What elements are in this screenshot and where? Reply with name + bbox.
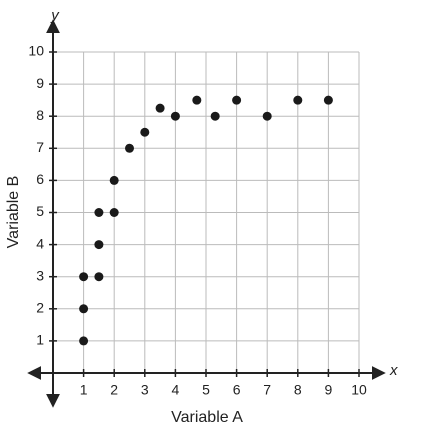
x-tick-label: 2 bbox=[110, 382, 118, 398]
x-tick-label: 10 bbox=[351, 382, 367, 398]
point bbox=[155, 103, 165, 113]
y-tick-label: 10 bbox=[28, 43, 44, 59]
y-tick-label: 1 bbox=[36, 332, 44, 348]
point bbox=[109, 208, 119, 217]
point bbox=[109, 175, 119, 185]
point bbox=[94, 272, 104, 282]
point bbox=[170, 111, 180, 121]
y-axis-label: Variable B bbox=[5, 176, 22, 249]
point bbox=[323, 95, 333, 105]
point bbox=[232, 95, 242, 105]
y-axis-name: y bbox=[50, 7, 60, 24]
point bbox=[79, 336, 89, 346]
y-tick-label: 3 bbox=[36, 267, 44, 283]
y-tick-label: 6 bbox=[36, 171, 44, 187]
point bbox=[293, 95, 303, 105]
y-tick-label: 2 bbox=[36, 300, 44, 316]
point bbox=[140, 127, 150, 137]
x-tick-label: 3 bbox=[141, 382, 149, 398]
x-tick-label: 8 bbox=[294, 382, 302, 398]
point bbox=[79, 272, 89, 282]
point bbox=[210, 111, 220, 121]
x-tick-label: 7 bbox=[263, 382, 271, 398]
x-axis-label: Variable A bbox=[171, 409, 243, 426]
y-tick-label: 5 bbox=[36, 203, 44, 219]
x-tick-label: 4 bbox=[172, 382, 180, 398]
x-axis-name: x bbox=[389, 362, 398, 379]
point bbox=[125, 143, 134, 153]
y-tick-label: 4 bbox=[36, 235, 44, 251]
point bbox=[94, 240, 104, 250]
x-tick-label: 5 bbox=[202, 382, 210, 398]
y-tick-label: 8 bbox=[36, 107, 44, 123]
x-tick-label: 1 bbox=[80, 382, 88, 398]
x-tick-label: 9 bbox=[325, 382, 333, 398]
y-tick-label: 9 bbox=[36, 75, 44, 91]
point bbox=[94, 208, 104, 217]
point bbox=[262, 111, 272, 121]
point bbox=[79, 304, 89, 314]
x-tick-label: 6 bbox=[233, 382, 241, 398]
y-tick-label: 7 bbox=[36, 139, 44, 155]
point bbox=[192, 95, 202, 105]
grid bbox=[53, 51, 360, 373]
